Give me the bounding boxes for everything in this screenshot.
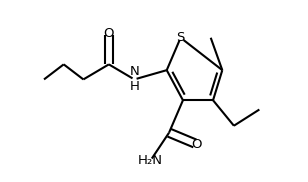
Text: O: O xyxy=(192,138,202,151)
Text: H₂N: H₂N xyxy=(138,154,163,167)
Text: S: S xyxy=(176,31,185,44)
Text: N
H: N H xyxy=(129,65,139,93)
Text: O: O xyxy=(103,27,114,40)
